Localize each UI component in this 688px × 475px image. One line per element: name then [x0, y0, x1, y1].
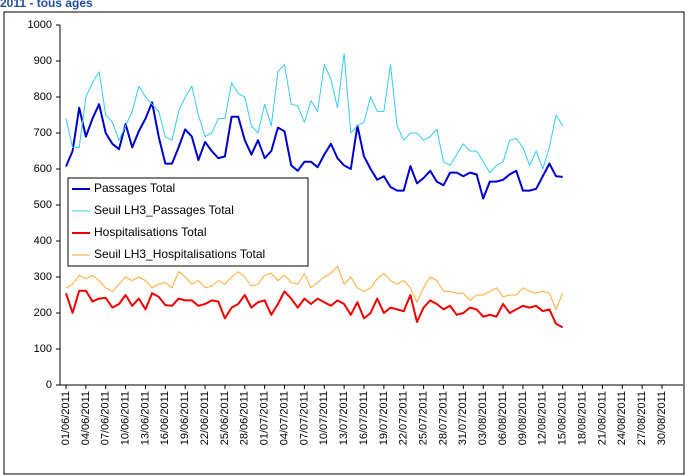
x-tick-label: 09/08/2011	[517, 391, 529, 445]
x-tick-label: 07/06/2011	[100, 391, 112, 445]
y-tick-label: 0	[46, 379, 52, 391]
y-tick-label: 100	[34, 343, 52, 355]
x-tick-label: 16/07/2011	[358, 391, 370, 445]
y-tick-label: 900	[34, 55, 52, 67]
series-line	[65, 289, 564, 329]
x-tick-label: 25/06/2011	[219, 391, 231, 445]
chart-title: 2011 - tous âges	[0, 0, 93, 10]
x-tick-label: 10/06/2011	[120, 391, 132, 445]
y-tick-label: 300	[34, 271, 52, 283]
x-tick-label: 24/08/2011	[616, 391, 628, 445]
x-tick-label: 18/08/2011	[576, 391, 588, 445]
series-line	[65, 53, 564, 174]
x-tick-label: 28/07/2011	[437, 391, 449, 445]
series-line	[65, 101, 563, 200]
x-tick-label: 19/06/2011	[179, 391, 191, 445]
y-tick-label: 200	[34, 307, 52, 319]
x-tick-label: 19/07/2011	[378, 391, 390, 445]
x-tick-label: 22/07/2011	[398, 391, 410, 445]
y-tick-label: 700	[34, 127, 52, 139]
x-tick-label: 13/07/2011	[338, 391, 350, 445]
x-tick-label: 06/08/2011	[497, 391, 509, 445]
x-tick-label: 15/08/2011	[557, 391, 569, 445]
y-tick-label: 400	[34, 235, 52, 247]
x-tick-label: 01/06/2011	[60, 391, 72, 445]
y-tick-label: 600	[34, 163, 52, 175]
x-tick-label: 30/08/2011	[656, 391, 668, 445]
legend-label: Seuil LH3_Hospitalisations Total	[94, 247, 265, 261]
x-tick-label: 22/06/2011	[199, 391, 211, 445]
x-tick-label: 13/06/2011	[139, 391, 151, 445]
x-tick-label: 03/08/2011	[477, 391, 489, 445]
chart-frame	[3, 11, 685, 475]
x-tick-label: 25/07/2011	[418, 391, 430, 445]
legend-label: Passages Total	[94, 181, 175, 195]
x-tick-label: 21/08/2011	[596, 391, 608, 445]
x-tick-label: 16/06/2011	[159, 391, 171, 445]
y-tick-label: 1000	[28, 19, 52, 31]
x-tick-label: 28/06/2011	[239, 391, 251, 445]
legend-label: Seuil LH3_Passages Total	[94, 203, 234, 217]
x-tick-label: 31/07/2011	[457, 391, 469, 445]
x-tick-label: 10/07/2011	[318, 391, 330, 445]
y-tick-label: 800	[34, 91, 52, 103]
x-tick-label: 04/07/2011	[278, 391, 290, 445]
y-tick-label: 500	[34, 199, 52, 211]
x-tick-label: 27/08/2011	[636, 391, 648, 445]
x-tick-label: 01/07/2011	[259, 391, 271, 445]
legend-label: Hospitalisations Total	[94, 225, 207, 239]
series-line	[65, 265, 564, 310]
x-tick-label: 04/06/2011	[80, 391, 92, 445]
x-tick-label: 07/07/2011	[298, 391, 310, 445]
legend-box	[67, 177, 309, 267]
x-tick-label: 12/08/2011	[537, 391, 549, 445]
